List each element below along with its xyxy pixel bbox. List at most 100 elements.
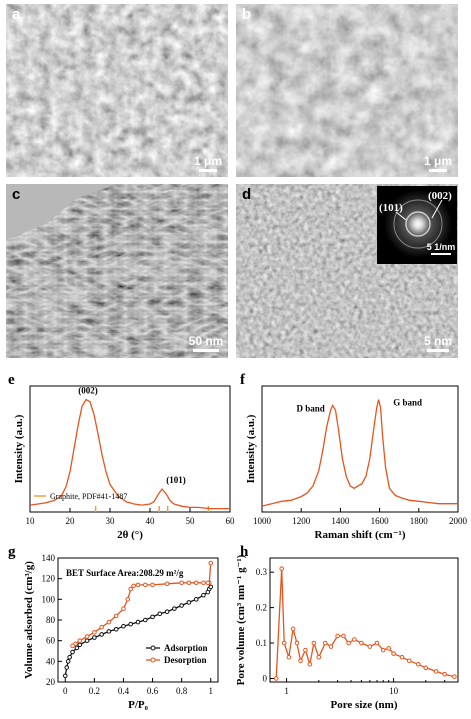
data-point [77, 638, 83, 643]
data-point [164, 581, 170, 587]
data-point [328, 644, 334, 649]
data-point [307, 661, 313, 667]
x-tick-label-e: 20 [66, 516, 76, 526]
series-line-f-0 [261, 399, 458, 507]
data-point [128, 586, 134, 592]
legend-label-e: Graphite, PDF#41-1487 [50, 492, 127, 501]
scale-label-a: 1 μm [193, 154, 223, 168]
data-point [186, 580, 192, 586]
data-point [150, 582, 155, 588]
data-point [406, 658, 412, 664]
data-point [179, 603, 184, 608]
panel-label-g: g [8, 544, 16, 560]
x-axis-label-h: Pore size (nm) [331, 699, 398, 711]
data-point [150, 614, 155, 620]
data-point [452, 674, 457, 679]
data-point [84, 638, 90, 643]
panel-label-b: b [242, 6, 252, 23]
data-point [92, 635, 97, 640]
data-point [423, 665, 429, 671]
data-point [290, 626, 296, 632]
scale-label-d: 5 nm [423, 334, 452, 348]
y-tick-label-h: 0.2 [256, 603, 267, 613]
data-point [374, 640, 380, 646]
annotation-f: G band [393, 398, 422, 408]
legend-label-adsorption: Adsorption [164, 643, 208, 653]
data-point [193, 597, 199, 602]
data-point [113, 613, 119, 619]
series-line-h-0 [275, 568, 455, 679]
annotation-e: (002) [78, 386, 98, 396]
tem-texture-c [6, 184, 228, 358]
chart-isotherm: 0 0.2 0.4 0.6 0.8 120406080100120140P/P₀Volum… [23, 553, 219, 711]
data-point [73, 641, 78, 647]
data-point [99, 624, 104, 630]
x-tick-label-e: 10 [26, 516, 36, 526]
legend-label-desorption: Desorption [164, 655, 207, 665]
plot-frame-f [261, 385, 459, 513]
data-point [391, 651, 396, 656]
data-point [279, 566, 284, 571]
data-point [399, 654, 405, 660]
saed-ring-002: (002) [428, 190, 452, 202]
data-point [67, 654, 72, 660]
x-tick-label-f: 1200 [292, 516, 311, 526]
data-point [99, 632, 104, 637]
scale-bar-c: 50 nm [186, 334, 226, 352]
data-point [201, 580, 206, 586]
data-point [281, 640, 287, 646]
data-point [106, 629, 112, 634]
data-point [64, 665, 70, 670]
data-point [125, 597, 131, 602]
data-point [341, 633, 346, 639]
data-point [106, 619, 112, 625]
scale-bar-a: 1 μm [192, 154, 224, 172]
data-point [208, 584, 214, 590]
x-tick-label-g: 0 [63, 686, 68, 696]
y-tick-label-g: 80 [46, 615, 56, 625]
data-point [442, 671, 447, 677]
data-point [172, 606, 177, 611]
data-point [70, 649, 75, 655]
y-tick-label-h: 0.1 [256, 638, 267, 648]
scale-label-b: 1 μm [423, 154, 453, 168]
data-point [286, 654, 292, 660]
data-point [386, 646, 391, 651]
scale-bar-b: 1 μm [422, 154, 454, 172]
data-point [65, 659, 71, 664]
plot-frame-h [269, 557, 459, 683]
scale-label-c: 50 nm [188, 334, 224, 348]
data-point [322, 640, 328, 646]
x-tick-label-f: 1800 [410, 516, 429, 526]
data-point [113, 627, 119, 632]
x-tick-label-e: 60 [226, 516, 236, 526]
data-point [273, 676, 279, 681]
x-tick-label-g: 0.4 [118, 686, 130, 696]
data-point [74, 645, 80, 651]
data-point [77, 642, 83, 648]
y-tick-label-g: 20 [46, 677, 56, 687]
y-tick-label-g: 120 [42, 574, 56, 584]
data-point [142, 582, 148, 588]
data-point [92, 630, 97, 635]
data-point [131, 583, 136, 589]
x-tick-label-e: 50 [186, 516, 196, 526]
x-tick-label-e: 30 [106, 516, 116, 526]
sem-texture-a [6, 4, 228, 177]
x-tick-label-f: 1600 [371, 516, 390, 526]
x-axis-label-e: 2θ (°) [117, 529, 143, 541]
data-point [70, 643, 75, 649]
data-point [311, 640, 317, 646]
annotation-f: D band [297, 403, 325, 413]
tem-image-c: c 50 nm [6, 184, 228, 358]
x-tick-label-g: 0.2 [89, 686, 100, 696]
data-point [62, 673, 68, 679]
x-tick-label-g: 1 [208, 686, 213, 696]
x-tick-label-g: 0.8 [176, 686, 188, 696]
scale-bar-d: 5 nm [420, 334, 456, 352]
sem-image-a: a 1 μm [6, 4, 228, 177]
plot-frame-e [29, 385, 231, 513]
data-point [298, 658, 303, 664]
y-tick-label-g: 60 [46, 636, 56, 646]
panel-label-d: d [242, 186, 252, 203]
